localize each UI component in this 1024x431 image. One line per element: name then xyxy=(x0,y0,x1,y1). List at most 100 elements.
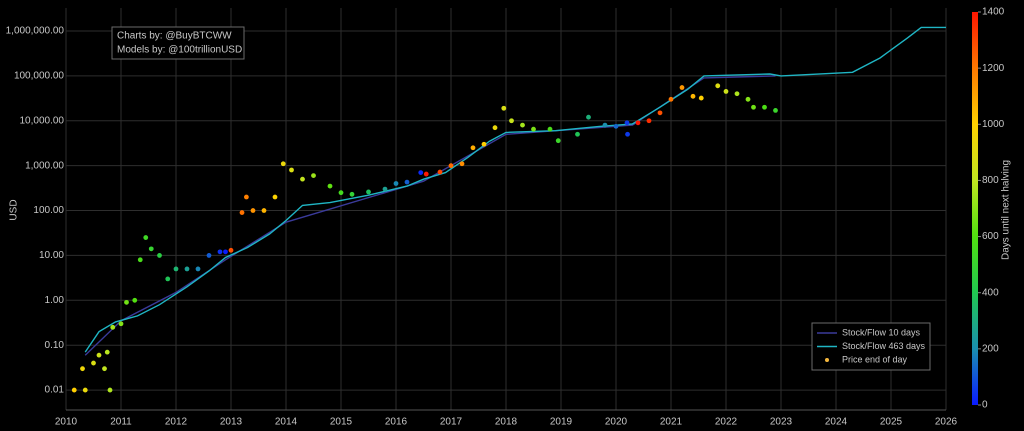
price-point xyxy=(459,161,465,167)
annotation: Charts by: @BuyBTCWW xyxy=(117,31,232,42)
price-point xyxy=(646,118,652,124)
price-point xyxy=(327,183,333,189)
price-point xyxy=(110,324,116,330)
price-point xyxy=(118,321,124,327)
x-tick-label: 2018 xyxy=(495,417,518,428)
price-point xyxy=(239,210,245,215)
colorbar-label: Days until next halving xyxy=(1001,160,1012,260)
y-tick-label: 100,000.00 xyxy=(14,71,64,82)
x-tick-label: 2024 xyxy=(825,417,848,428)
price-point xyxy=(195,266,201,272)
price-point xyxy=(575,131,580,137)
price-point xyxy=(280,161,286,167)
x-tick-label: 2016 xyxy=(385,417,408,428)
price-point xyxy=(448,163,454,169)
price-point xyxy=(586,114,591,120)
price-point xyxy=(657,110,663,116)
price-point xyxy=(338,190,344,196)
colorbar-tick-label: 0 xyxy=(982,400,988,411)
price-point xyxy=(423,171,429,177)
price-point xyxy=(481,141,487,147)
price-point xyxy=(157,253,162,258)
price-point xyxy=(668,96,674,102)
price-point xyxy=(366,189,371,195)
price-point xyxy=(349,191,355,197)
price-point xyxy=(698,95,704,101)
price-point xyxy=(137,257,143,263)
price-point xyxy=(148,246,154,252)
price-point xyxy=(418,170,424,175)
price-point xyxy=(165,276,171,282)
price-point xyxy=(206,253,212,258)
price-point xyxy=(723,89,729,94)
price-point xyxy=(102,366,107,372)
price-point xyxy=(217,249,223,255)
price-point xyxy=(223,249,228,255)
x-tick-label: 2021 xyxy=(660,417,683,428)
price-point xyxy=(228,247,234,253)
legend-label: Price end of day xyxy=(842,354,908,364)
price-point xyxy=(96,352,102,358)
price-point xyxy=(679,85,685,90)
price-point xyxy=(124,299,129,305)
x-tick-label: 2023 xyxy=(770,417,793,428)
price-point xyxy=(382,186,388,192)
price-point xyxy=(547,126,553,132)
x-tick-label: 2020 xyxy=(605,417,628,428)
colorbar-tick-label: 800 xyxy=(982,175,999,186)
price-point xyxy=(520,122,525,128)
y-tick-label: 1,000,000.00 xyxy=(6,26,65,37)
price-point xyxy=(311,173,316,179)
price-point xyxy=(492,125,498,131)
price-point xyxy=(250,208,256,213)
x-tick-label: 2010 xyxy=(55,417,78,428)
x-tick-label: 2013 xyxy=(220,417,243,428)
price-point xyxy=(555,138,561,144)
price-point xyxy=(289,167,294,173)
price-point xyxy=(261,208,267,213)
price-point xyxy=(173,266,179,272)
y-tick-label: 0.10 xyxy=(45,340,65,351)
stock-flow-line xyxy=(84,75,776,356)
price-point xyxy=(470,145,476,151)
price-point xyxy=(82,387,88,393)
annotation: Models by: @100trillionUSD xyxy=(117,45,242,56)
price-point xyxy=(437,169,443,175)
colorbar-tick-label: 400 xyxy=(982,287,999,298)
price-point xyxy=(625,131,630,137)
colorbar-tick-label: 1000 xyxy=(982,119,1005,130)
colorbar-tick-label: 200 xyxy=(982,343,999,354)
legend-swatch xyxy=(825,358,829,362)
price-point xyxy=(393,181,399,186)
x-tick-label: 2017 xyxy=(440,417,463,428)
price-point xyxy=(132,297,138,303)
price-point xyxy=(734,91,740,97)
price-point xyxy=(509,118,514,124)
colorbar-tick-label: 1200 xyxy=(982,63,1005,74)
annotation-box xyxy=(111,26,245,60)
price-point xyxy=(613,123,619,129)
y-tick-label: 10.00 xyxy=(39,250,64,261)
price-point xyxy=(531,126,536,132)
price-point xyxy=(107,387,113,393)
y-tick-label: 0.01 xyxy=(45,385,65,396)
colorbar xyxy=(972,12,978,405)
y-tick-label: 100.00 xyxy=(33,205,64,216)
price-point xyxy=(773,108,778,113)
x-tick-label: 2026 xyxy=(935,417,958,428)
y-tick-label: 1,000.00 xyxy=(25,160,64,171)
y-tick-label: 10,000.00 xyxy=(20,115,65,126)
price-point xyxy=(80,366,85,372)
price-point xyxy=(184,266,190,272)
price-point xyxy=(272,194,278,200)
price-point xyxy=(745,96,751,102)
price-point xyxy=(71,387,77,393)
colorbar-tick-label: 600 xyxy=(982,231,999,242)
price-point xyxy=(751,104,756,110)
x-tick-label: 2022 xyxy=(715,417,738,428)
x-tick-label: 2019 xyxy=(550,417,573,428)
price-point xyxy=(300,176,305,182)
x-tick-label: 2012 xyxy=(165,417,188,428)
